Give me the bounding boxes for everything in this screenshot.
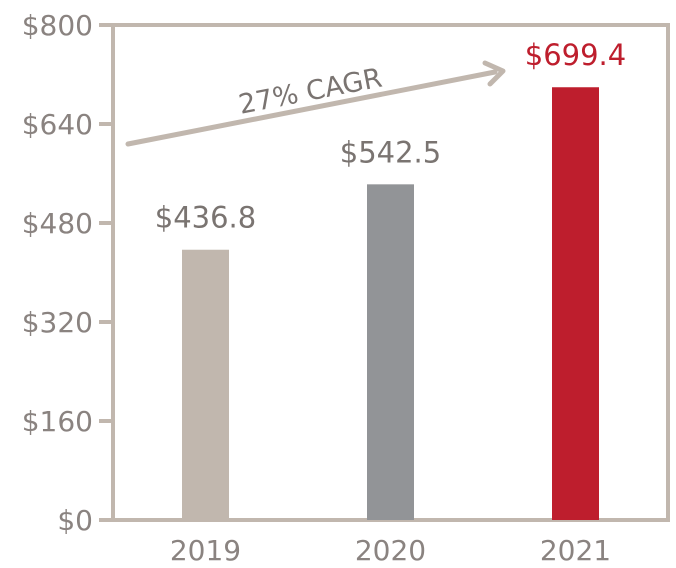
bars	[182, 87, 599, 521]
data-labels: $436.8 $542.5 $699.4	[155, 38, 626, 234]
data-label-2019: $436.8	[155, 201, 256, 235]
bar-2020	[367, 184, 414, 520]
bar-2021	[552, 87, 599, 520]
data-label-2021: $699.4	[525, 38, 626, 72]
cagr-arrow-head	[482, 60, 506, 87]
y-tick-label: $320	[22, 306, 93, 339]
x-tick-label: 2019	[170, 534, 241, 567]
y-tick-label: $800	[22, 9, 93, 42]
cagr-annotation: 27% CAGR	[125, 60, 506, 147]
bar-2019	[182, 249, 229, 521]
x-tick-label: 2020	[355, 534, 426, 567]
cagr-arrow-line	[125, 69, 498, 147]
y-tick-label: $640	[22, 108, 93, 141]
x-axis: 2019 2020 2021	[170, 534, 611, 567]
x-tick-label: 2021	[540, 534, 611, 567]
y-tick-label: $480	[22, 207, 93, 240]
y-tick-label: $160	[22, 405, 93, 438]
cagr-label: 27% CAGR	[236, 63, 384, 121]
y-tick-label: $0	[57, 504, 93, 537]
data-label-2020: $542.5	[340, 135, 441, 169]
y-axis: $0 $160 $320 $480 $640 $800	[22, 9, 113, 537]
